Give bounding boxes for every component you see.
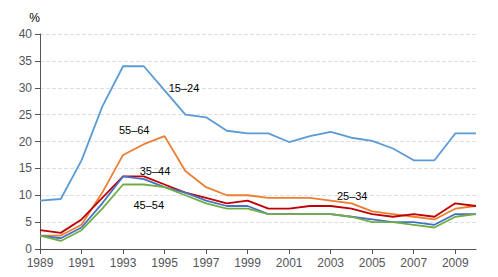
svg-text:35–44: 35–44: [140, 165, 171, 177]
svg-text:1997: 1997: [193, 256, 220, 270]
svg-text:35: 35: [19, 54, 33, 68]
svg-text:45–54: 45–54: [133, 199, 164, 211]
svg-text:0: 0: [25, 242, 32, 256]
svg-text:20: 20: [19, 135, 33, 149]
svg-text:2003: 2003: [317, 256, 344, 270]
svg-text:1989: 1989: [27, 256, 54, 270]
svg-text:2005: 2005: [359, 256, 386, 270]
svg-text:25: 25: [19, 108, 33, 122]
svg-text:1991: 1991: [68, 256, 95, 270]
svg-text:%: %: [29, 11, 40, 25]
svg-text:15–24: 15–24: [169, 82, 200, 94]
svg-text:5: 5: [25, 215, 32, 229]
svg-text:15: 15: [19, 161, 33, 175]
svg-text:25–34: 25–34: [337, 190, 368, 202]
svg-text:1993: 1993: [110, 256, 137, 270]
svg-text:55–64: 55–64: [119, 124, 150, 136]
svg-text:1999: 1999: [234, 256, 261, 270]
svg-text:10: 10: [19, 188, 33, 202]
svg-text:2009: 2009: [442, 256, 469, 270]
svg-text:2001: 2001: [276, 256, 303, 270]
svg-text:2007: 2007: [400, 256, 427, 270]
svg-text:40: 40: [19, 27, 33, 41]
svg-text:30: 30: [19, 81, 33, 95]
svg-text:1995: 1995: [151, 256, 178, 270]
